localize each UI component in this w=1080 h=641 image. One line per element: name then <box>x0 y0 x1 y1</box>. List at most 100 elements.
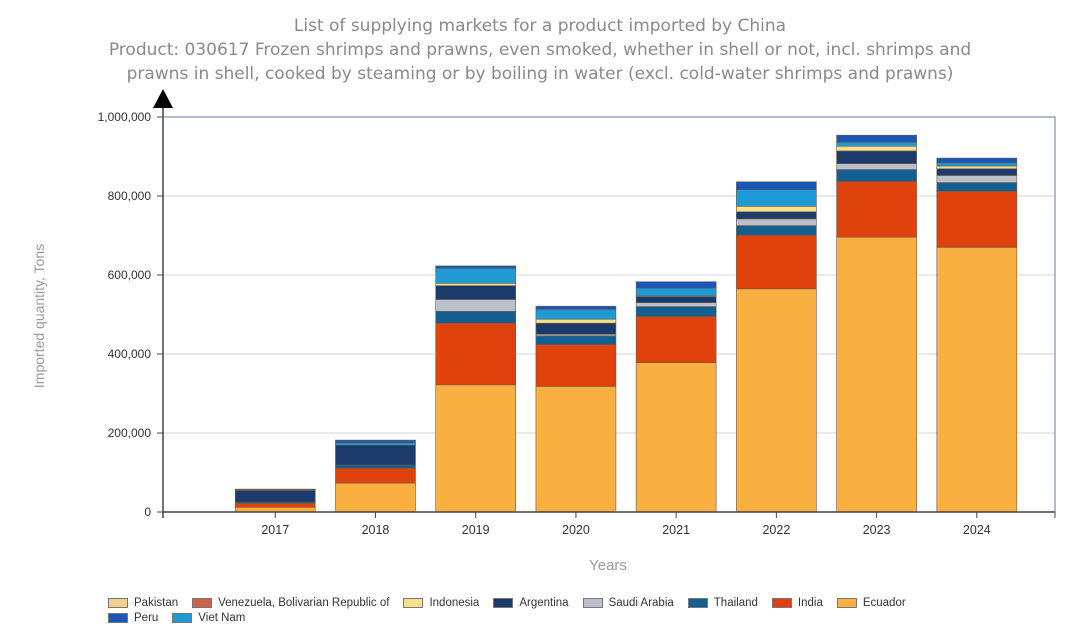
bar-segment-saudi-arabia-2019 <box>435 299 517 312</box>
bar-segment-thailand-2022 <box>736 225 817 236</box>
legend-item: Venezuela, Bolivarian Republic of <box>192 597 389 609</box>
bar-segment-saudi-arabia-2021 <box>635 302 717 307</box>
legend-label: Ecuador <box>862 596 906 609</box>
y-tick-label: 200,000 <box>108 426 152 440</box>
y-axis-label: Imported quantity, Tons <box>31 244 47 388</box>
x-ticks: 2017 2018 2019 2020 2021 2022 2023 2024 <box>261 512 1056 537</box>
bar-segment-argentina-2017 <box>234 489 316 503</box>
bar-segment-indonesia-2019 <box>435 282 517 286</box>
bar-segment-peru-2023 <box>836 134 917 143</box>
legend-item: Viet Nam <box>172 612 245 624</box>
legend-row: Pakistan Venezuela, Bolivarian Republic o… <box>108 595 1008 610</box>
x-tick-label: 2023 <box>863 523 891 537</box>
bar-segment-venezuela-bolivarian-republic-of-2017 <box>234 488 316 491</box>
bar-segment-india-2018 <box>335 467 416 484</box>
bar-segment-peru-2018 <box>335 439 416 444</box>
bar-segment-thailand-2018 <box>335 464 416 469</box>
y-tick-label: 600,000 <box>108 268 152 282</box>
legend-item: Ecuador <box>836 596 906 609</box>
bar-stack-2018 <box>335 439 416 513</box>
y-tick-label: 1,000,000 <box>98 110 152 124</box>
bar-segment-argentina-2023 <box>836 150 917 164</box>
x-tick-label: 2017 <box>261 523 289 537</box>
bar-stack-2024 <box>936 157 1018 513</box>
bar-segment-argentina-2021 <box>635 296 717 303</box>
bar-segment-viet-nam-2022 <box>736 189 817 207</box>
bar-stack-2019 <box>435 265 517 513</box>
legend-label: Pakistan <box>134 596 179 609</box>
x-tick-label: 2022 <box>762 523 790 537</box>
x-tick-label: 2020 <box>562 523 590 537</box>
bar-segment-thailand-2023 <box>836 169 917 182</box>
bar-segment-peru-2024 <box>936 157 1018 164</box>
bar-segment-indonesia-2023 <box>836 145 917 152</box>
bar-stack-2020 <box>535 305 617 513</box>
bar-segment-viet-nam-2020 <box>535 309 617 320</box>
legend-swatch <box>172 612 193 623</box>
bar-segment-ecuador-2022 <box>736 288 817 513</box>
bar-segment-ecuador-2018 <box>335 482 416 513</box>
bar-segment-argentina-2020 <box>535 322 617 335</box>
bar-segment-thailand-2020 <box>535 335 617 345</box>
legend-item: Thailand <box>687 596 758 609</box>
legend-swatch <box>108 597 128 608</box>
bar-segment-peru-2022 <box>736 181 817 190</box>
x-tick-label: 2021 <box>662 523 690 537</box>
bars <box>234 134 1018 513</box>
legend: Pakistan Venezuela, Bolivarian Republic o… <box>108 595 1008 625</box>
legend-label: Peru <box>134 611 159 624</box>
legend-item: Peru <box>108 612 158 624</box>
legend-label: Venezuela, Bolivarian Republic of <box>218 596 390 609</box>
legend-swatch <box>771 597 792 608</box>
bar-segment-indonesia-2020 <box>535 318 617 324</box>
bar-stack-2023 <box>836 134 917 513</box>
legend-swatch <box>582 597 603 608</box>
bar-segment-india-2019 <box>435 322 517 386</box>
bar-segment-saudi-arabia-2022 <box>736 218 817 226</box>
legend-swatch <box>687 597 708 608</box>
bar-segment-viet-nam-2023 <box>836 141 917 147</box>
bar-segment-saudi-arabia-2024 <box>936 175 1018 183</box>
legend-item: Argentina <box>493 596 569 609</box>
bar-segment-thailand-2024 <box>936 182 1018 192</box>
legend-label: India <box>797 596 823 609</box>
y-axis-arrow-icon <box>153 89 173 108</box>
bar-stack-2021 <box>635 281 717 513</box>
bar-segment-peru-2019 <box>435 265 517 269</box>
bar-segment-ecuador-2023 <box>836 236 917 513</box>
legend-label: Saudi Arabia <box>608 596 674 609</box>
chart-subtitle-line-1: Product: 030617 Frozen shrimps and prawn… <box>108 40 972 60</box>
x-tick-label: 2024 <box>963 523 991 537</box>
legend-swatch <box>493 597 514 608</box>
bar-segment-india-2017 <box>234 503 316 508</box>
chart-title: List of supplying markets for a product … <box>293 16 787 36</box>
legend-item: Pakistan <box>108 597 178 609</box>
bar-stack-2022 <box>736 181 817 513</box>
bar-segment-viet-nam-2019 <box>435 267 517 284</box>
x-tick-label: 2019 <box>462 523 490 537</box>
legend-label: Viet Nam <box>198 611 246 624</box>
bar-segment-viet-nam-2021 <box>635 287 717 297</box>
x-tick-label: 2018 <box>362 523 390 537</box>
chart-subtitle-line-2: prawns in shell, cooked by steaming or b… <box>126 64 954 84</box>
legend-row: Peru Viet Nam <box>108 610 1008 625</box>
legend-label: Thailand <box>713 596 758 609</box>
bar-segment-peru-2021 <box>635 281 717 289</box>
bar-segment-argentina-2024 <box>936 168 1018 176</box>
bar-segment-indonesia-2024 <box>936 165 1018 170</box>
legend-swatch <box>192 597 213 608</box>
legend-swatch <box>108 612 128 623</box>
legend-label: Indonesia <box>429 596 480 609</box>
y-tick-label: 0 <box>144 505 151 519</box>
legend-label: Argentina <box>519 596 569 609</box>
x-axis-label: Years <box>589 557 627 574</box>
bar-segment-thailand-2019 <box>435 311 517 324</box>
legend-swatch <box>836 597 857 608</box>
bar-segment-ecuador-2024 <box>936 247 1018 513</box>
legend-item: Saudi Arabia <box>582 596 674 609</box>
bar-segment-india-2022 <box>736 234 817 290</box>
bar-segment-argentina-2018 <box>335 444 416 466</box>
bar-segment-saudi-arabia-2023 <box>836 163 917 170</box>
bar-segment-indonesia-2022 <box>736 205 817 213</box>
bar-segment-ecuador-2020 <box>535 386 617 513</box>
